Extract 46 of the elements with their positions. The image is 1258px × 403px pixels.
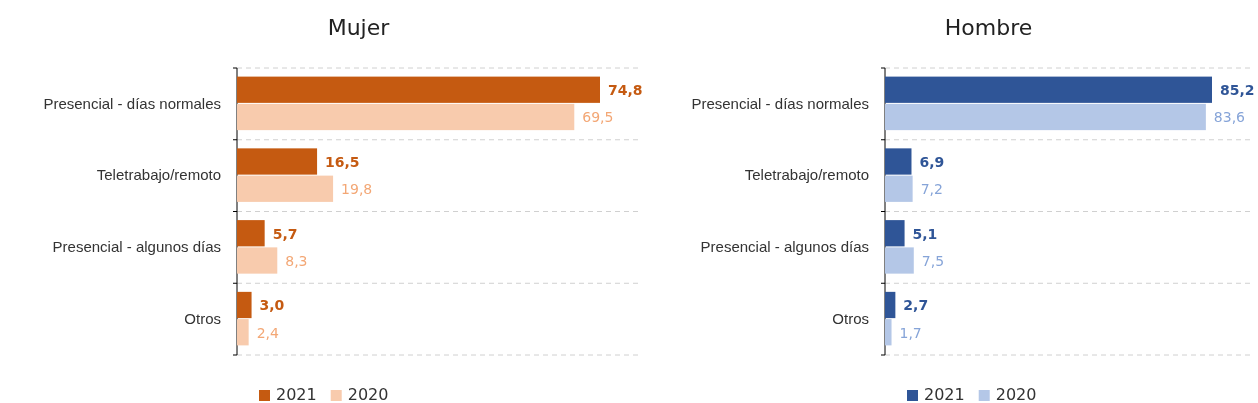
y-tick-label: Presencial - días normales [43, 94, 221, 112]
bar [885, 103, 1206, 131]
chart-title: Mujer [327, 15, 391, 40]
data-label: 85,2 [1220, 82, 1255, 99]
y-tick-label: Otros [184, 309, 221, 327]
y-tick-label: Presencial - algunos días [700, 238, 869, 256]
bar [885, 247, 914, 274]
data-label: 5,7 [272, 225, 298, 242]
bar [885, 220, 905, 247]
legend-label: 2020 [347, 385, 389, 403]
bar [237, 76, 600, 103]
legend-label: 2021 [924, 385, 965, 403]
data-label: 2,4 [256, 324, 279, 341]
data-label: 16,5 [325, 153, 360, 170]
data-label: 19,8 [341, 181, 373, 198]
legend-label: 2020 [995, 385, 1037, 403]
bar [237, 319, 249, 346]
chart-title: Hombre [944, 15, 1033, 40]
data-label: 7,2 [920, 181, 943, 198]
bar [237, 220, 265, 247]
data-label: 2,7 [903, 297, 929, 314]
data-label: 5,1 [912, 225, 938, 242]
bar [885, 291, 896, 319]
bar [885, 76, 1212, 103]
data-label: 7,5 [921, 252, 945, 269]
bar [237, 247, 278, 274]
data-label: 8,3 [285, 252, 308, 269]
bar [237, 175, 334, 202]
y-tick-label: Teletrabajo/remoto [96, 166, 221, 184]
bar [885, 148, 912, 175]
bar [885, 319, 892, 346]
y-tick-label: Teletrabajo/remoto [744, 166, 869, 184]
y-tick-label: Presencial - días normales [691, 94, 869, 112]
bar [237, 148, 318, 175]
bar [237, 291, 252, 319]
data-label: 6,9 [919, 153, 945, 170]
data-label: 74,8 [608, 82, 643, 99]
bar [885, 175, 913, 202]
bar [237, 103, 575, 131]
data-label: 1,7 [899, 324, 922, 341]
y-tick-label: Otros [832, 309, 869, 327]
y-tick-label: Presencial - algunos días [52, 238, 221, 256]
legend-label: 2021 [276, 385, 317, 403]
data-label: 3,0 [259, 297, 285, 314]
data-label: 69,5 [582, 109, 614, 126]
data-label: 83,6 [1213, 109, 1246, 126]
